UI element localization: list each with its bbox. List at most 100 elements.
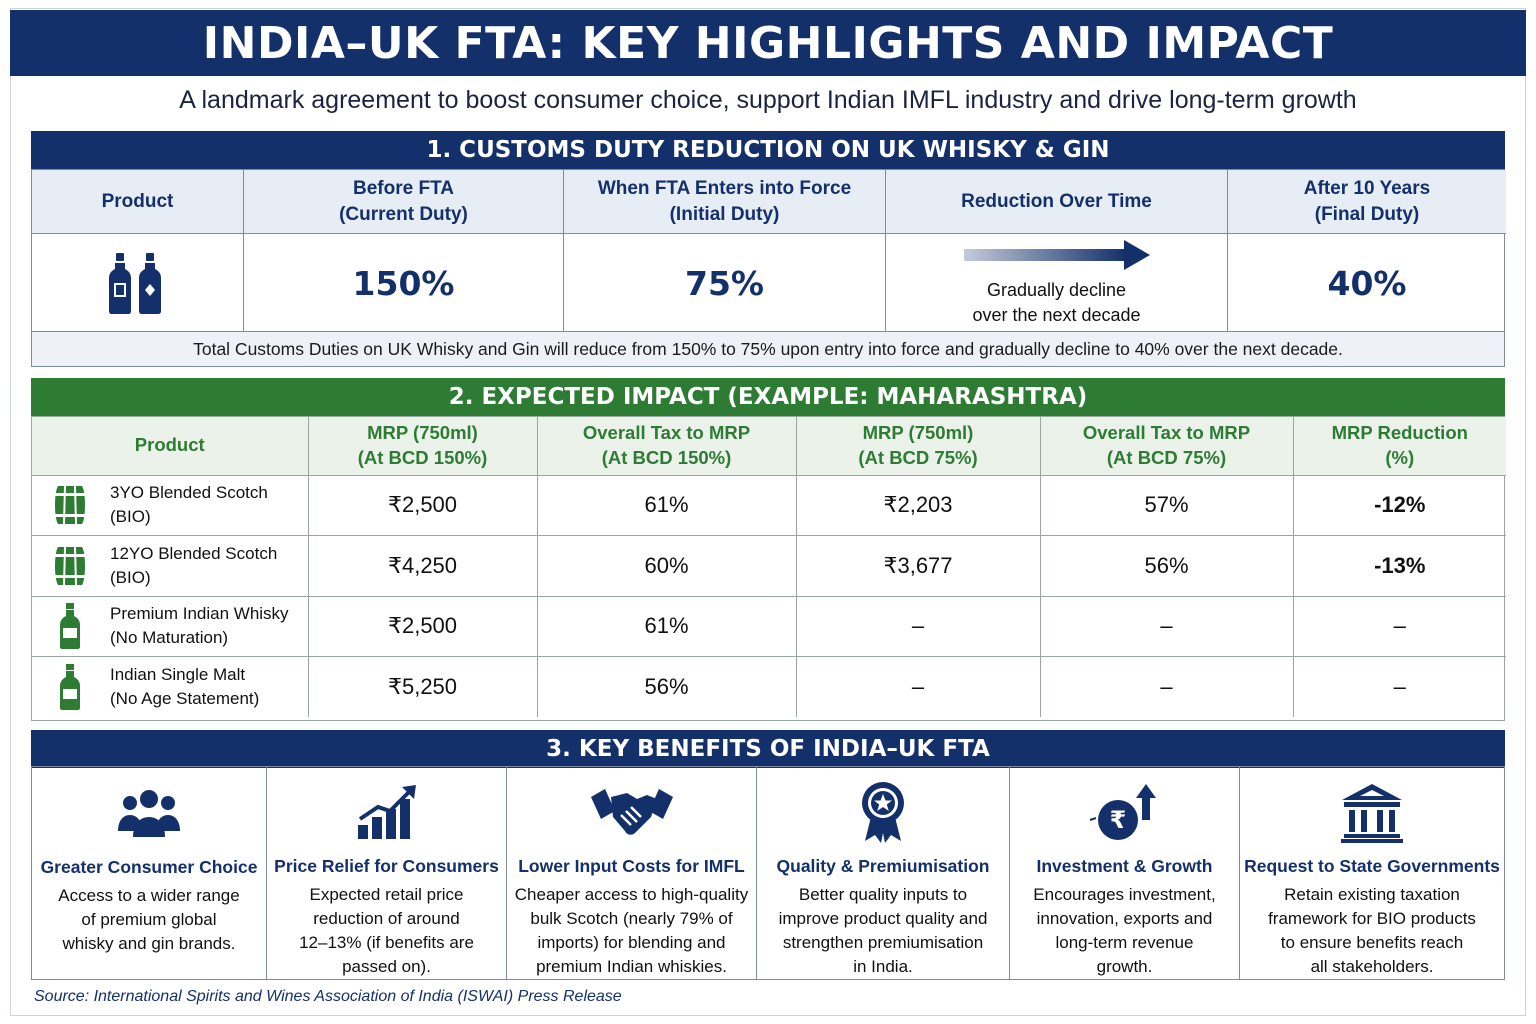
table-row: Premium Indian Whisky (No Maturation) ₹2,… <box>32 596 1506 657</box>
mrp-reduction-cell: -13% <box>1293 535 1506 597</box>
duty-product-cell <box>32 234 243 332</box>
impact-product-cell: 12YO Blended Scotch (BIO) <box>32 535 309 597</box>
impact-header-reduction-l2: (%) <box>1385 446 1415 468</box>
section1-header-text: 1. CUSTOMS DUTY REDUCTION ON UK WHISKY &… <box>426 137 1110 163</box>
impact-header-mrp75-l1: MRP (750ml) <box>862 421 974 443</box>
duty-reduction-l2: over the next decade <box>972 305 1141 325</box>
tax-150-cell: 56% <box>537 656 797 717</box>
impact-header-mrp150: MRP (750ml) (At BCD 150%) <box>308 417 538 476</box>
impact-header-tax75-l2: (At BCD 75%) <box>1106 446 1227 468</box>
benefit-line: innovation, exports and <box>1036 908 1213 928</box>
impact-header-tax75: Overall Tax to MRP (At BCD 75%) <box>1040 417 1294 476</box>
product-name: 12YO Blended Scotch <box>110 543 278 563</box>
tax-75-cell: 56% <box>1040 535 1294 597</box>
impact-header-product: Product <box>32 417 309 476</box>
impact-product-cell: Premium Indian Whisky (No Maturation) <box>32 596 309 657</box>
benefit-line: strengthen premiumisation <box>782 932 984 952</box>
duty-final-value: 40% <box>1327 263 1407 303</box>
duty-initial-value: 75% <box>685 263 764 303</box>
duty-header-before-l1: Before FTA <box>353 177 454 199</box>
barrel-icon <box>54 546 86 585</box>
page-subtitle: A landmark agreement to boost consumer c… <box>179 86 1357 114</box>
benefit-line: Encourages investment, <box>1033 884 1216 904</box>
impact-header-reduction: MRP Reduction (%) <box>1293 417 1506 476</box>
duty-header-initial-l2: (Initial Duty) <box>669 203 780 225</box>
barrel-icon <box>54 486 86 525</box>
government-building-icon <box>1341 784 1403 844</box>
impact-header-tax150-l1: Overall Tax to MRP <box>582 421 751 443</box>
benefit-line: passed on). <box>342 956 431 976</box>
bottle-icon <box>60 664 80 710</box>
benefit-card: Quality & Premiumisation Better quality … <box>757 767 1010 979</box>
table-row: 12YO Blended Scotch (BIO) ₹4,250 60% ₹3,6… <box>32 535 1506 597</box>
impact-header-mrp75-l2: (At BCD 75%) <box>858 446 978 468</box>
duty-reduction-cell: Gradually decline over the next decade <box>886 234 1227 332</box>
duty-col-final: After 10 Years (Final Duty) 40% <box>1228 170 1506 333</box>
mrp-reduction-cell: -12% <box>1293 475 1506 536</box>
benefit-line: Better quality inputs to <box>798 884 968 904</box>
table-row: Indian Single Malt (No Age Statement) ₹5,… <box>32 656 1506 717</box>
product-name: 3YO Blended Scotch <box>110 483 268 503</box>
duty-reduction-text: Gradually decline over the next decade <box>972 278 1140 328</box>
benefit-description: Access to a wider range of premium globa… <box>52 884 245 956</box>
section3-header: 3. KEY BENEFITS OF INDIA–UK FTA <box>31 730 1505 768</box>
tax-75-cell: – <box>1040 656 1294 717</box>
benefit-title: Investment & Growth <box>1036 855 1213 876</box>
benefit-line: Expected retail price <box>309 884 464 904</box>
benefit-line: long-term revenue <box>1055 932 1194 952</box>
mrp-75-cell: – <box>796 656 1041 717</box>
people-icon <box>118 790 180 837</box>
mrp-75-cell: – <box>796 596 1041 657</box>
section1-header: 1. CUSTOMS DUTY REDUCTION ON UK WHISKY &… <box>31 131 1505 169</box>
duty-col-reduction: Reduction Over Time Gradually decline ov… <box>886 170 1228 333</box>
benefit-title: Quality & Premiumisation <box>776 855 990 876</box>
impact-header-reduction-l1: MRP Reduction <box>1331 421 1468 443</box>
benefit-line: premium Indian whiskies. <box>536 956 727 976</box>
mrp-75-cell: ₹3,677 <box>796 535 1041 597</box>
section3-header-text: 3. KEY BENEFITS OF INDIA–UK FTA <box>546 736 990 762</box>
section2-header-text: 2. EXPECTED IMPACT (EXAMPLE: MAHARASHTRA… <box>448 384 1088 410</box>
product-type: (BIO) <box>110 507 151 527</box>
benefit-line: whisky and gin brands. <box>62 934 236 954</box>
impact-header-tax75-l1: Overall Tax to MRP <box>1082 421 1251 443</box>
arrow-right-icon <box>963 239 1150 270</box>
mrp-150-cell: ₹4,250 <box>308 535 538 597</box>
benefit-line: Access to a wider range <box>58 886 240 905</box>
benefit-title: Lower Input Costs for IMFL <box>518 855 745 876</box>
benefit-title: Greater Consumer Choice <box>40 857 258 877</box>
duty-before-value: 150% <box>352 263 455 303</box>
benefit-title: Price Relief for Consumers <box>274 855 499 876</box>
benefit-line: improve product quality and <box>778 908 988 928</box>
benefit-description: Expected retail price reduction of aroun… <box>293 883 480 980</box>
tax-150-cell: 61% <box>537 596 797 657</box>
tax-75-cell: 57% <box>1040 475 1294 536</box>
svg-text:₹: ₹ <box>1109 806 1126 834</box>
tax-150-cell: 60% <box>537 535 797 597</box>
benefit-line: of premium global <box>81 910 217 930</box>
benefit-line: framework for BIO products <box>1268 908 1476 928</box>
benefit-card: Greater Consumer Choice Access to a wide… <box>32 767 267 979</box>
benefit-description: Cheaper access to high-quality bulk Scot… <box>509 883 754 980</box>
benefit-line: imports) for blending and <box>537 932 726 952</box>
impact-header-mrp150-l1: MRP (750ml) <box>367 421 478 443</box>
bottle-icon <box>60 603 80 650</box>
bar-growth-icon <box>357 785 416 840</box>
two-bottles-icon <box>108 253 161 314</box>
impact-product-cell: Indian Single Malt (No Age Statement) <box>32 656 309 717</box>
mrp-reduction-cell: – <box>1293 596 1506 657</box>
benefit-line: Cheaper access to high-quality <box>514 884 749 904</box>
page-frame <box>10 8 1526 1016</box>
source-note: Source: International Spirits and Wines … <box>34 988 622 1005</box>
duty-header-final: After 10 Years (Final Duty) <box>1228 170 1506 234</box>
benefit-line: Retain existing taxation <box>1284 884 1460 904</box>
benefit-line: in India. <box>853 956 913 976</box>
impact-header-row: Product MRP (750ml) (At BCD 150%) Overall… <box>32 417 1506 476</box>
product-name: Premium Indian Whisky <box>110 604 289 624</box>
benefit-card: Lower Input Costs for IMFL Cheaper acces… <box>507 767 757 979</box>
table-row: 3YO Blended Scotch (BIO) ₹2,500 61% ₹2,20… <box>32 475 1506 536</box>
product-type: (No Maturation) <box>110 628 229 648</box>
benefit-title: Request to State Governments <box>1244 855 1500 876</box>
product-name: Indian Single Malt <box>110 665 246 685</box>
product-type: (No Age Statement) <box>110 689 260 708</box>
duty-header-before: Before FTA (Current Duty) <box>244 170 563 234</box>
